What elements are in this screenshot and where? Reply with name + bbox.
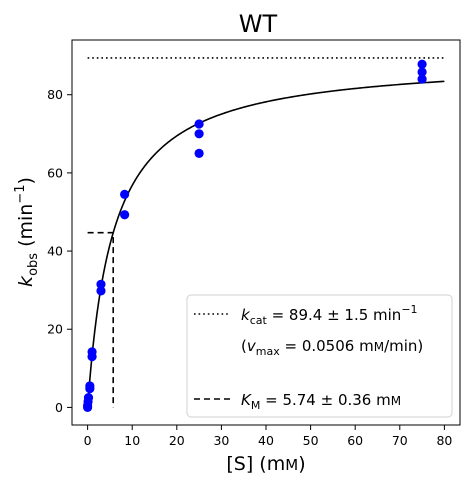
- x-tick-label-50: 50: [303, 433, 319, 448]
- data-point-3: [83, 393, 94, 403]
- x-tick-label-0: 0: [84, 433, 92, 448]
- y-tick-label-20: 20: [47, 322, 63, 337]
- data-point-15: [417, 74, 427, 84]
- legend-kcat-label: kcat = 89.4 ± 1.5 min−1: [241, 303, 418, 327]
- data-point-17: [417, 59, 427, 69]
- data-point-13: [194, 129, 204, 139]
- x-tick-label-80: 80: [436, 433, 452, 448]
- x-axis: 0 10 20 30 40 50 60 70 80: [84, 425, 452, 448]
- data-point-10: [120, 210, 130, 220]
- legend-km-label: KM = 5.74 ± 0.36 mM: [241, 391, 401, 412]
- x-axis-label: [S] (mM): [226, 453, 305, 475]
- data-point-16: [417, 67, 427, 77]
- data-point-5: [85, 381, 95, 391]
- y-tick-label-80: 80: [47, 87, 63, 102]
- data-point-11: [120, 189, 130, 199]
- x-tick-label-20: 20: [169, 433, 185, 448]
- y-axis-label: kobs (min−1): [13, 177, 41, 287]
- data-point-8: [96, 286, 106, 296]
- data-point-7: [87, 347, 97, 357]
- x-tick-label-70: 70: [392, 433, 408, 448]
- data-point-12: [194, 148, 204, 158]
- data-point-9: [96, 279, 106, 289]
- legend: kcat = 89.4 ± 1.5 min−1 (vmax = 0.0506 m…: [186, 294, 453, 418]
- x-tick-label-10: 10: [124, 433, 140, 448]
- michaelis-menten-fit-curve: [86, 80, 445, 408]
- legend-box: [186, 294, 453, 418]
- x-tick-label-40: 40: [258, 433, 274, 448]
- data-point-14: [194, 119, 204, 129]
- x-tick-label-60: 60: [347, 433, 363, 448]
- chart-title: WT: [239, 10, 278, 38]
- data-points: [83, 59, 427, 413]
- y-tick-label-0: 0: [55, 400, 63, 415]
- y-tick-label-60: 60: [47, 165, 63, 180]
- y-axis: 0 20 40 60 80: [47, 87, 72, 415]
- y-tick-label-40: 40: [47, 244, 63, 259]
- legend-vmax-label: (vmax = 0.0506 mM/min): [241, 337, 423, 358]
- x-tick-label-30: 30: [213, 433, 229, 448]
